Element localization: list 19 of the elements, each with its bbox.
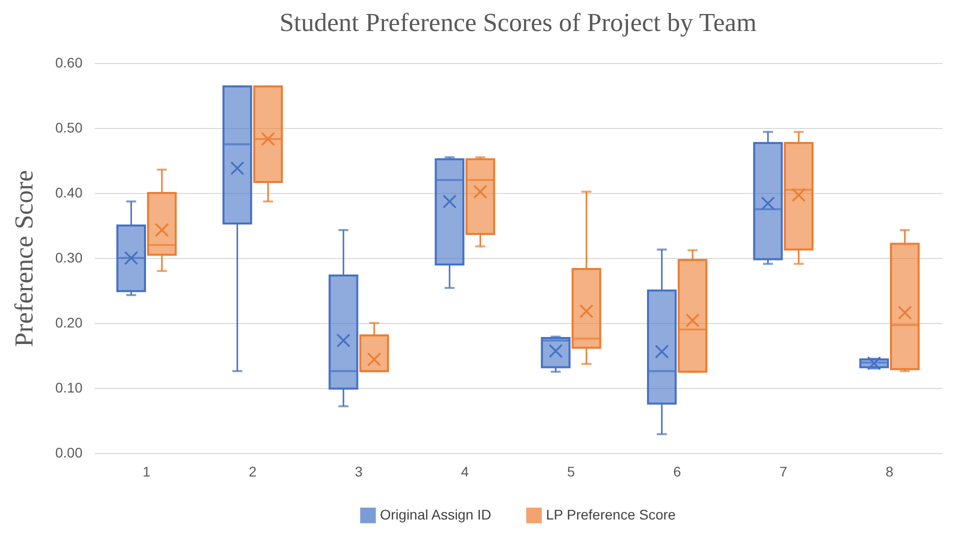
y-tick-label: 0.60 xyxy=(55,54,83,70)
x-tick-label: 7 xyxy=(779,464,788,480)
legend-label: Original Assign ID xyxy=(380,506,492,522)
y-tick-label: 0.30 xyxy=(55,250,83,266)
x-tick-label: 5 xyxy=(567,464,576,480)
y-tick-label: 0.50 xyxy=(55,120,83,136)
legend-label: LP Preference Score xyxy=(546,506,676,522)
y-tick-label: 0.10 xyxy=(55,380,83,396)
y-axis-title: Preference Score xyxy=(9,170,38,347)
x-tick-label: 2 xyxy=(248,464,257,480)
y-tick-label: 0.40 xyxy=(55,184,83,200)
x-tick-label: 8 xyxy=(886,464,894,480)
chart-title: Student Preference Scores of Project by Team xyxy=(279,8,757,37)
y-tick-label: 0.20 xyxy=(55,314,83,330)
x-tick-label: 3 xyxy=(354,464,363,480)
x-tick-label: 4 xyxy=(461,464,470,480)
y-tick-label: 0.00 xyxy=(55,444,83,460)
x-tick-label: 1 xyxy=(142,464,151,480)
x-tick-label: 6 xyxy=(673,464,682,480)
